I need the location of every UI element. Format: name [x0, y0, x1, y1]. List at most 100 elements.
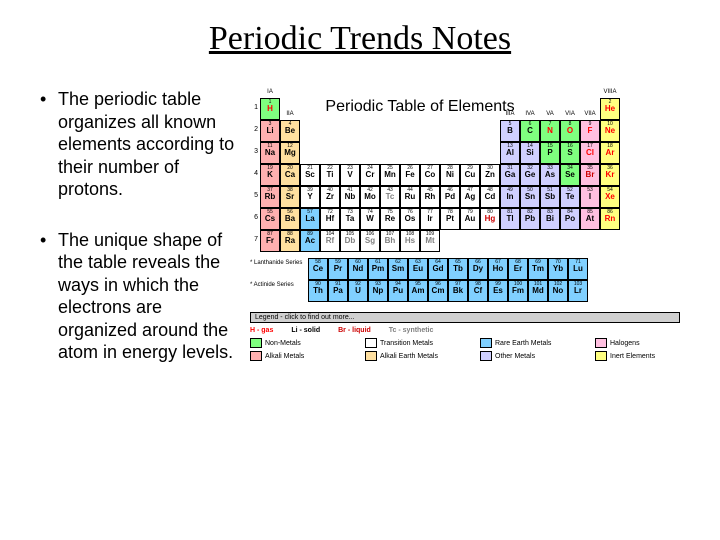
element-cell-Dy[interactable]: 66Dy	[468, 258, 488, 280]
element-cell-Kr[interactable]: 36Kr	[600, 164, 620, 186]
element-cell-Ra[interactable]: 88Ra	[280, 230, 300, 252]
element-cell-Ce[interactable]: 58Ce	[308, 258, 328, 280]
element-cell-U[interactable]: 92U	[348, 280, 368, 302]
element-cell-Os[interactable]: 76Os	[400, 208, 420, 230]
element-cell-Pu[interactable]: 94Pu	[388, 280, 408, 302]
element-cell-Rn[interactable]: 86Rn	[600, 208, 620, 230]
element-cell-P[interactable]: 15P	[540, 142, 560, 164]
element-cell-Ar[interactable]: 18Ar	[600, 142, 620, 164]
element-cell-Mt[interactable]: 109Mt	[420, 230, 440, 252]
element-cell-Ru[interactable]: 44Ru	[400, 186, 420, 208]
element-cell-Ta[interactable]: 73Ta	[340, 208, 360, 230]
element-cell-Rh[interactable]: 45Rh	[420, 186, 440, 208]
element-cell-Sm[interactable]: 62Sm	[388, 258, 408, 280]
element-cell-Tm[interactable]: 69Tm	[528, 258, 548, 280]
element-cell-Es[interactable]: 99Es	[488, 280, 508, 302]
element-cell-In[interactable]: 49In	[500, 186, 520, 208]
element-cell-Mn[interactable]: 25Mn	[380, 164, 400, 186]
element-cell-S[interactable]: 16S	[560, 142, 580, 164]
element-cell-Tl[interactable]: 81Tl	[500, 208, 520, 230]
element-cell-La[interactable]: 57La	[300, 208, 320, 230]
element-cell-C[interactable]: 6C	[520, 120, 540, 142]
element-cell-Cm[interactable]: 96Cm	[428, 280, 448, 302]
element-cell-Cl[interactable]: 17Cl	[580, 142, 600, 164]
element-cell-Li[interactable]: 3Li	[260, 120, 280, 142]
element-cell-Cf[interactable]: 98Cf	[468, 280, 488, 302]
element-cell-Y[interactable]: 39Y	[300, 186, 320, 208]
element-cell-Cu[interactable]: 29Cu	[460, 164, 480, 186]
element-cell-Po[interactable]: 84Po	[560, 208, 580, 230]
element-cell-Ag[interactable]: 47Ag	[460, 186, 480, 208]
element-cell-Nd[interactable]: 60Nd	[348, 258, 368, 280]
element-cell-Th[interactable]: 90Th	[308, 280, 328, 302]
element-cell-Bk[interactable]: 97Bk	[448, 280, 468, 302]
element-cell-Ho[interactable]: 67Ho	[488, 258, 508, 280]
element-cell-K[interactable]: 19K	[260, 164, 280, 186]
element-cell-Te[interactable]: 52Te	[560, 186, 580, 208]
element-cell-Pb[interactable]: 82Pb	[520, 208, 540, 230]
element-cell-Mo[interactable]: 42Mo	[360, 186, 380, 208]
element-cell-Se[interactable]: 34Se	[560, 164, 580, 186]
element-cell-Np[interactable]: 93Np	[368, 280, 388, 302]
element-cell-Re[interactable]: 75Re	[380, 208, 400, 230]
element-cell-Lu[interactable]: 71Lu	[568, 258, 588, 280]
element-cell-Sr[interactable]: 38Sr	[280, 186, 300, 208]
element-cell-Ga[interactable]: 31Ga	[500, 164, 520, 186]
element-cell-Cr[interactable]: 24Cr	[360, 164, 380, 186]
element-cell-Cd[interactable]: 48Cd	[480, 186, 500, 208]
element-cell-Xe[interactable]: 54Xe	[600, 186, 620, 208]
element-cell-F[interactable]: 9F	[580, 120, 600, 142]
element-cell-Ge[interactable]: 32Ge	[520, 164, 540, 186]
element-cell-Ac[interactable]: 89Ac	[300, 230, 320, 252]
element-cell-No[interactable]: 102No	[548, 280, 568, 302]
element-cell-Pm[interactable]: 61Pm	[368, 258, 388, 280]
element-cell-Am[interactable]: 95Am	[408, 280, 428, 302]
element-cell-Fe[interactable]: 26Fe	[400, 164, 420, 186]
element-cell-I[interactable]: 53I	[580, 186, 600, 208]
element-cell-As[interactable]: 33As	[540, 164, 560, 186]
element-cell-O[interactable]: 8O	[560, 120, 580, 142]
element-cell-Sn[interactable]: 50Sn	[520, 186, 540, 208]
element-cell-Ba[interactable]: 56Ba	[280, 208, 300, 230]
element-cell-Bh[interactable]: 107Bh	[380, 230, 400, 252]
element-cell-Be[interactable]: 4Be	[280, 120, 300, 142]
element-cell-Au[interactable]: 79Au	[460, 208, 480, 230]
element-cell-W[interactable]: 74W	[360, 208, 380, 230]
element-cell-At[interactable]: 85At	[580, 208, 600, 230]
element-cell-Ni[interactable]: 28Ni	[440, 164, 460, 186]
element-cell-Zr[interactable]: 40Zr	[320, 186, 340, 208]
element-cell-Ca[interactable]: 20Ca	[280, 164, 300, 186]
element-cell-Tb[interactable]: 65Tb	[448, 258, 468, 280]
element-cell-Cs[interactable]: 55Cs	[260, 208, 280, 230]
element-cell-Ir[interactable]: 77Ir	[420, 208, 440, 230]
element-cell-Pr[interactable]: 59Pr	[328, 258, 348, 280]
element-cell-Mg[interactable]: 12Mg	[280, 142, 300, 164]
element-cell-Fm[interactable]: 100Fm	[508, 280, 528, 302]
element-cell-Na[interactable]: 11Na	[260, 142, 280, 164]
element-cell-Md[interactable]: 101Md	[528, 280, 548, 302]
element-cell-Rb[interactable]: 37Rb	[260, 186, 280, 208]
element-cell-Nb[interactable]: 41Nb	[340, 186, 360, 208]
element-cell-Ne[interactable]: 10Ne	[600, 120, 620, 142]
element-cell-Ti[interactable]: 22Ti	[320, 164, 340, 186]
element-cell-Hg[interactable]: 80Hg	[480, 208, 500, 230]
element-cell-Db[interactable]: 105Db	[340, 230, 360, 252]
element-cell-Hf[interactable]: 72Hf	[320, 208, 340, 230]
element-cell-N[interactable]: 7N	[540, 120, 560, 142]
element-cell-Gd[interactable]: 64Gd	[428, 258, 448, 280]
element-cell-B[interactable]: 5B	[500, 120, 520, 142]
element-cell-Si[interactable]: 14Si	[520, 142, 540, 164]
element-cell-Pt[interactable]: 78Pt	[440, 208, 460, 230]
element-cell-Bi[interactable]: 83Bi	[540, 208, 560, 230]
element-cell-Eu[interactable]: 63Eu	[408, 258, 428, 280]
element-cell-Hs[interactable]: 108Hs	[400, 230, 420, 252]
element-cell-Er[interactable]: 68Er	[508, 258, 528, 280]
element-cell-Yb[interactable]: 70Yb	[548, 258, 568, 280]
element-cell-He[interactable]: 2He	[600, 98, 620, 120]
element-cell-Fr[interactable]: 87Fr	[260, 230, 280, 252]
element-cell-Co[interactable]: 27Co	[420, 164, 440, 186]
element-cell-Pa[interactable]: 91Pa	[328, 280, 348, 302]
element-cell-Zn[interactable]: 30Zn	[480, 164, 500, 186]
element-cell-V[interactable]: 23V	[340, 164, 360, 186]
element-cell-Rf[interactable]: 104Rf	[320, 230, 340, 252]
